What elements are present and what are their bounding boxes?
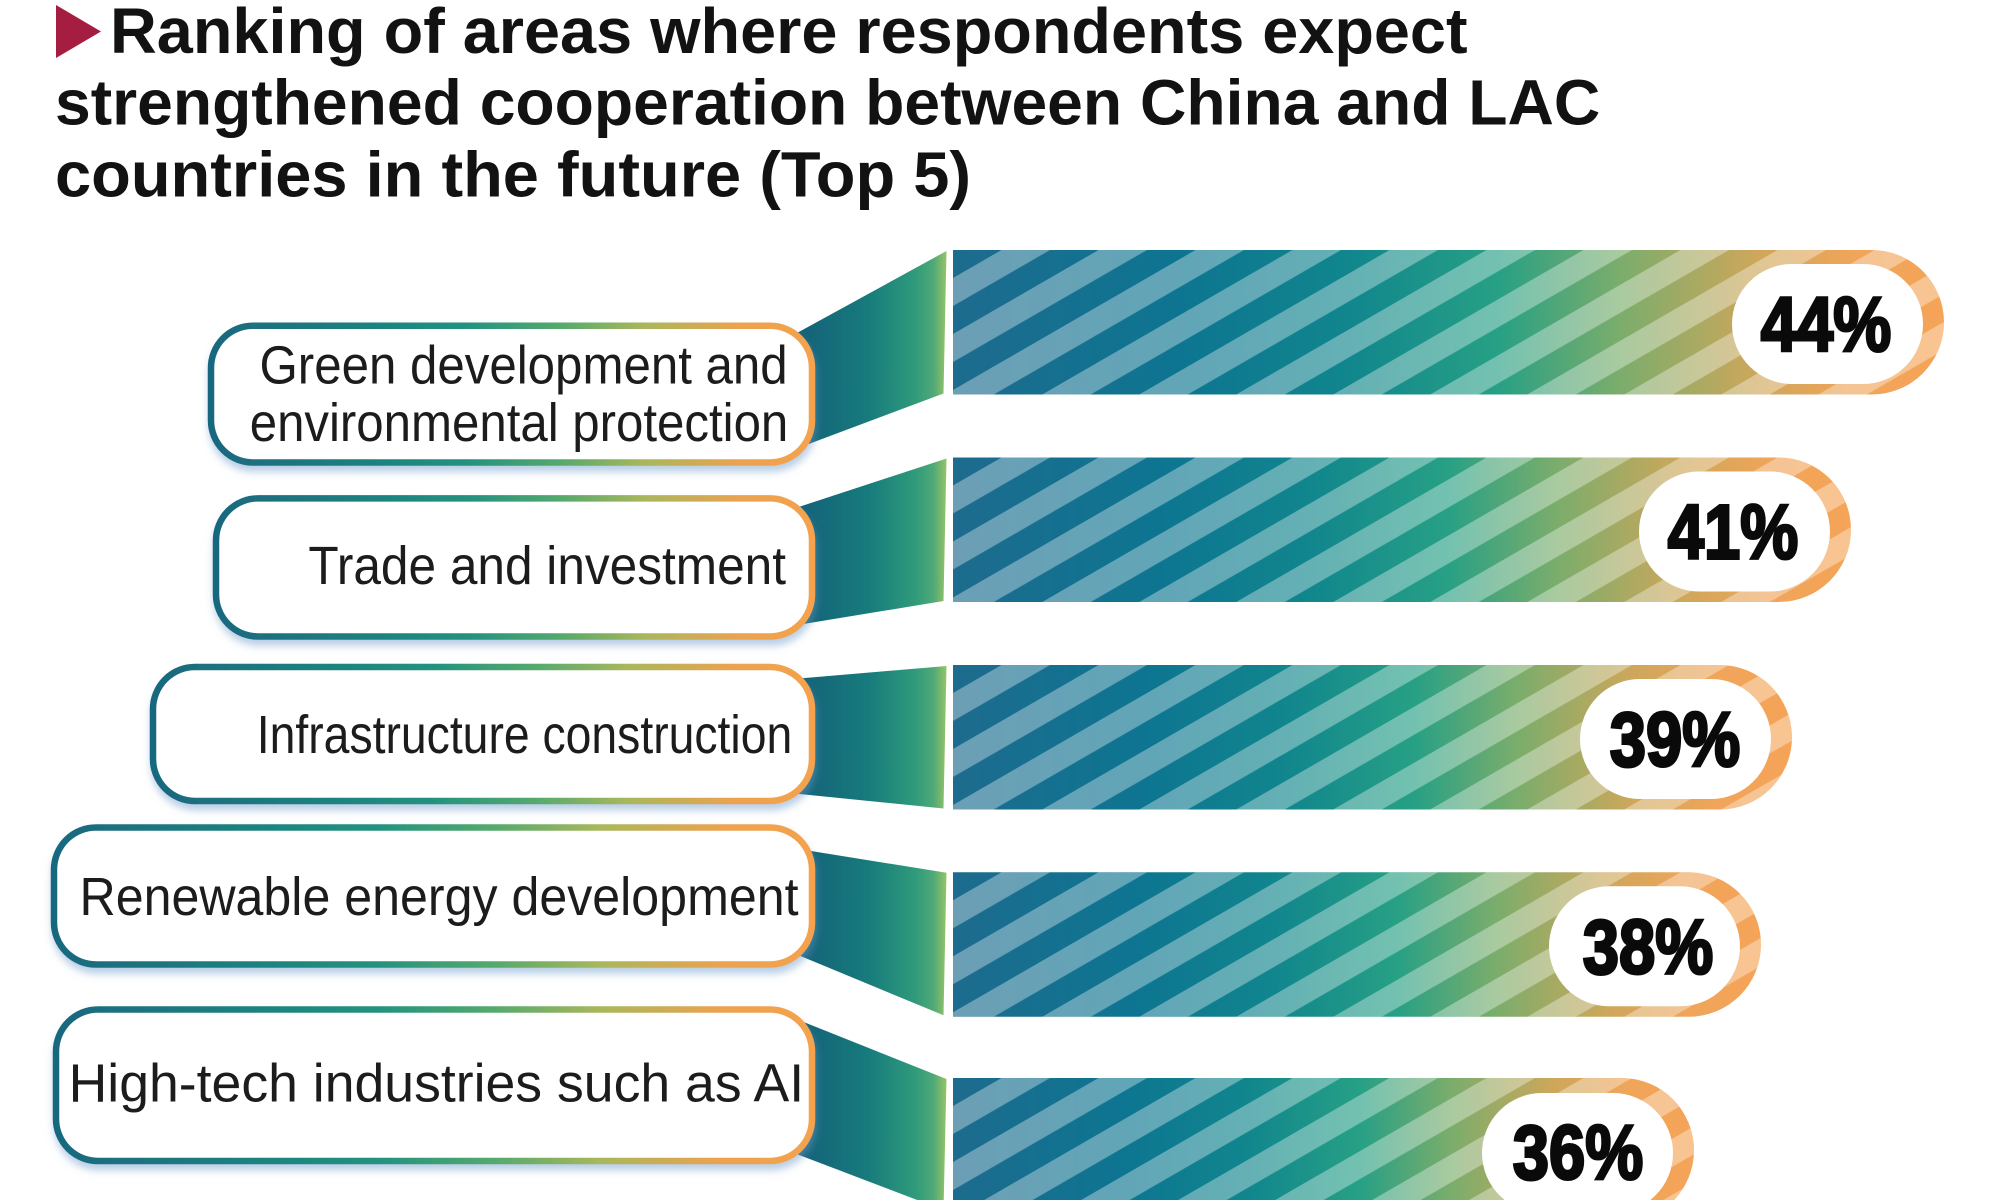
svg-text:36%: 36% [1513, 1110, 1644, 1196]
svg-text:Renewable energy development: Renewable energy development [79, 867, 799, 927]
svg-text:Trade and investment: Trade and investment [308, 535, 786, 595]
svg-text:environmental protection: environmental protection [250, 392, 789, 453]
svg-text:High-tech industries such as A: High-tech industries such as AI [69, 1053, 805, 1113]
svg-text:41%: 41% [1668, 489, 1799, 575]
svg-text:strengthened cooperation betwe: strengthened cooperation between China a… [55, 67, 1600, 139]
svg-text:countries in the future (Top 5: countries in the future (Top 5) [55, 139, 971, 210]
svg-text:Green development and: Green development and [260, 334, 788, 395]
svg-text:Ranking of areas where respond: Ranking of areas where respondents expec… [110, 0, 1468, 67]
svg-text:38%: 38% [1583, 904, 1714, 990]
svg-text:39%: 39% [1610, 697, 1741, 783]
svg-text:Infrastructure construction: Infrastructure construction [257, 703, 792, 764]
svg-text:44%: 44% [1761, 282, 1892, 368]
